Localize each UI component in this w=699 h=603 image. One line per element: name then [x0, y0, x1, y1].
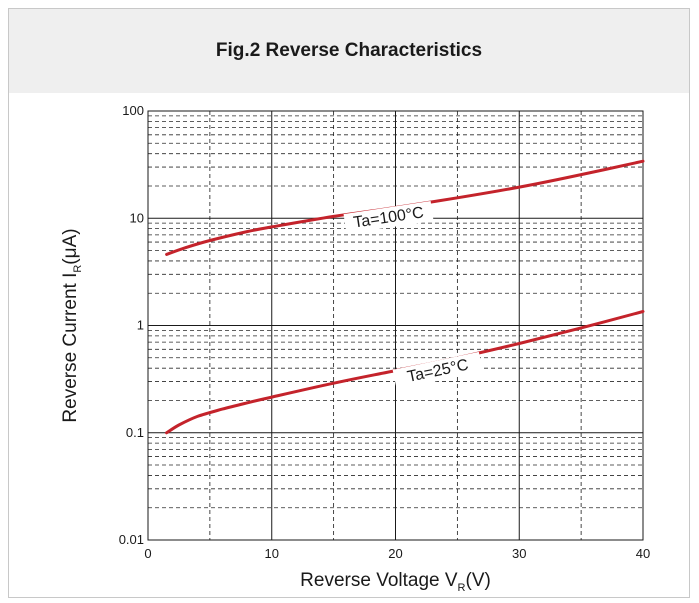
- x-axis-label-sub: R: [458, 582, 466, 594]
- x-tick-label: 10: [265, 546, 279, 561]
- series-line-ta-25c: [165, 310, 645, 435]
- series-label-backing: [343, 201, 434, 234]
- series-layer: Ta=100°CTa=25°C: [165, 159, 645, 435]
- x-axis-label-unit: (V): [466, 570, 491, 591]
- tick-layer: 0 10 20 30 40 0.01 0.1 1 10 100: [119, 103, 651, 561]
- series-label-backing: [392, 351, 483, 390]
- x-tick-label: 30: [512, 546, 526, 561]
- x-tick-label: 40: [636, 546, 650, 561]
- x-tick-label: 20: [388, 546, 402, 561]
- grid-layer: [148, 111, 643, 540]
- y-axis-label: Reverse Current IR(μA): [60, 228, 84, 422]
- y-tick-label: 0.1: [126, 425, 144, 440]
- plot-border: [147, 110, 644, 541]
- y-tick-label: 100: [122, 103, 144, 118]
- y-axis-label-main: Reverse Current I: [60, 273, 81, 423]
- series-line-ta-100c: [165, 159, 645, 256]
- x-tick-label: 0: [144, 546, 151, 561]
- chart-frame: Fig.2 Reverse Characteristics: [8, 8, 690, 598]
- y-tick-label: 10: [130, 210, 144, 225]
- y-tick-label: 1: [137, 318, 144, 333]
- x-axis-label-main: Reverse Voltage V: [300, 570, 458, 591]
- y-axis-label-sub: R: [72, 265, 84, 273]
- x-axis-label: Reverse Voltage VR(V): [300, 570, 491, 594]
- chart-title: Fig.2 Reverse Characteristics: [215, 40, 483, 61]
- y-axis-label-unit: (μA): [60, 228, 81, 264]
- y-tick-label: 0.01: [119, 532, 144, 547]
- chart-title-bar: Fig.2 Reverse Characteristics: [9, 9, 689, 93]
